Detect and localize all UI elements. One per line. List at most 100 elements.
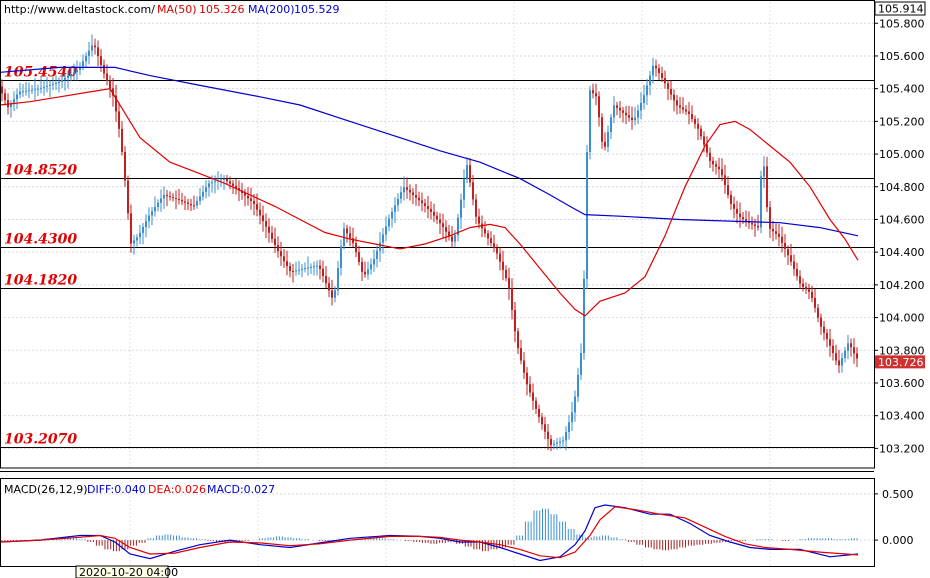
candle-down xyxy=(115,95,117,112)
candle-down xyxy=(328,283,330,291)
price-axis: 105.800 105.600 105.400 105.200 105.000 104.8… xyxy=(874,1,926,547)
candle-up xyxy=(91,45,93,51)
candle-down xyxy=(490,238,492,244)
candle-down xyxy=(814,297,816,308)
candle-up xyxy=(841,358,843,366)
candle-down xyxy=(478,216,480,224)
top-price-box xyxy=(874,1,926,16)
macd-diff-label: DIFF:0.040 xyxy=(87,483,146,496)
candle-up xyxy=(58,81,60,83)
candle-down xyxy=(631,117,633,121)
candle-down xyxy=(778,233,780,237)
candle-down xyxy=(655,65,657,69)
candle-up xyxy=(607,131,609,147)
macd-dea-label: DEA:0.026 xyxy=(148,483,206,496)
candle-up xyxy=(31,89,33,91)
candle-up xyxy=(340,246,342,269)
price-tick-label: 104.400 xyxy=(879,246,925,259)
candle-down xyxy=(103,64,105,74)
candle-up xyxy=(196,201,198,206)
candle-down xyxy=(409,189,411,193)
candle-down xyxy=(193,205,195,207)
candle-down xyxy=(598,96,600,118)
candle-down xyxy=(688,111,690,115)
candle-down xyxy=(658,68,660,74)
candle-down xyxy=(259,209,261,216)
macd-diff-line xyxy=(0,504,859,562)
ma50-value: 105.326 xyxy=(199,3,245,16)
candle-down xyxy=(550,438,552,445)
candle-down xyxy=(517,331,519,349)
candle-down xyxy=(724,175,726,186)
candle-down xyxy=(121,128,123,153)
candle-up xyxy=(16,94,18,100)
candle-down xyxy=(292,270,294,272)
candle-down xyxy=(94,45,96,48)
candle-up xyxy=(568,422,570,433)
candle-up xyxy=(307,267,309,269)
candle-down xyxy=(592,90,594,94)
ma50-line xyxy=(0,88,859,317)
candle-down xyxy=(250,198,252,201)
last-price-label: 103.726 xyxy=(878,356,924,369)
candle-down xyxy=(325,276,327,284)
candle-down xyxy=(268,226,270,233)
price-tick-label: 105.000 xyxy=(879,148,925,161)
candle-up xyxy=(556,442,558,444)
macd-value-label: MACD:0.027 xyxy=(207,483,275,496)
candle-down xyxy=(406,187,408,190)
price-tick-label: 104.000 xyxy=(879,312,925,325)
candle-down xyxy=(667,83,669,89)
candle-down xyxy=(709,152,711,161)
candle-down xyxy=(487,233,489,239)
candle-down xyxy=(253,200,255,205)
candle-up xyxy=(142,226,144,233)
candle-up xyxy=(49,84,51,86)
candle-down xyxy=(796,268,798,277)
candle-down xyxy=(535,400,537,409)
candle-up xyxy=(577,374,579,397)
candle-down xyxy=(745,219,747,222)
candle-down xyxy=(601,117,603,142)
candle-down xyxy=(493,243,495,249)
candle-down xyxy=(673,94,675,101)
candle-up xyxy=(151,211,153,216)
ma200-value: 105.529 xyxy=(294,3,340,16)
candle-down xyxy=(247,195,249,199)
candle-up xyxy=(466,165,468,180)
candle-down xyxy=(604,141,606,147)
candle-down xyxy=(232,183,234,186)
candle-down xyxy=(322,268,324,277)
candle-down xyxy=(283,256,285,262)
candle-up xyxy=(373,258,375,265)
candle-down xyxy=(628,115,630,118)
candle-down xyxy=(727,185,729,195)
candle-down xyxy=(436,215,438,220)
candle-up xyxy=(46,85,48,87)
candle-down xyxy=(721,169,723,176)
candle-up xyxy=(298,269,300,271)
candle-down xyxy=(817,307,819,318)
candle-up xyxy=(385,226,387,235)
source-url: http://www.deltastock.com/ xyxy=(4,3,155,16)
price-tick-label: 104.200 xyxy=(879,279,925,292)
candle-down xyxy=(733,203,735,209)
candle-down xyxy=(511,288,513,310)
candle-up xyxy=(22,91,24,93)
level-label: 105.4540 xyxy=(4,65,77,81)
candle-up xyxy=(37,88,39,90)
candle-up xyxy=(154,206,156,212)
candle-down xyxy=(802,283,804,287)
candle-down xyxy=(529,384,531,393)
candle-down xyxy=(271,232,273,239)
candle-down xyxy=(424,203,426,207)
candle-down xyxy=(739,213,741,218)
last-price-box xyxy=(875,355,925,369)
candle-down xyxy=(109,80,111,89)
candle-down xyxy=(472,182,474,200)
candle-down xyxy=(280,251,282,257)
candle-up xyxy=(337,268,339,291)
candle-down xyxy=(112,88,114,96)
candle-up xyxy=(211,182,213,184)
candle-up xyxy=(463,179,465,200)
